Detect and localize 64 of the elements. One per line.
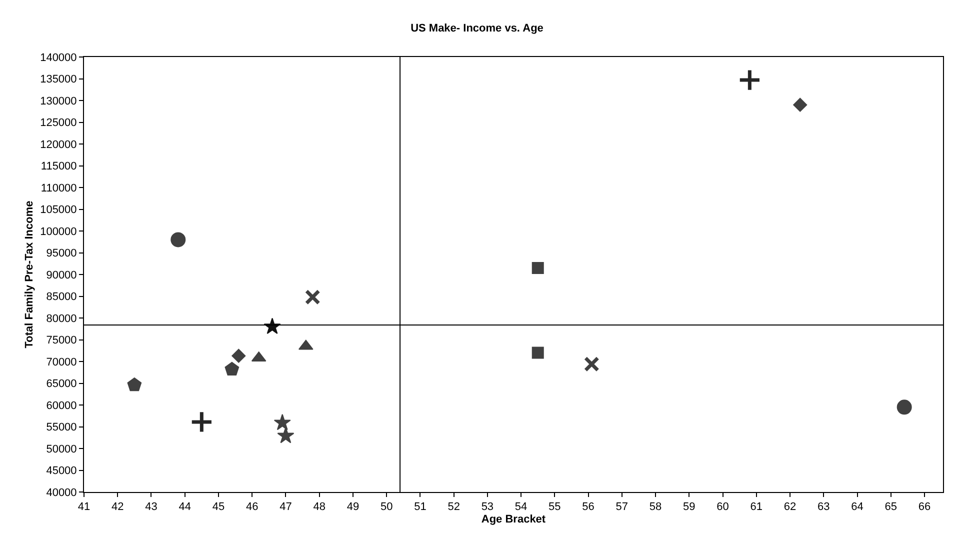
y-tick-label: 50000: [46, 443, 77, 456]
chart-title: US Make- Income vs. Age: [410, 22, 544, 35]
x-tick-label: 46: [246, 501, 258, 514]
point: [532, 346, 544, 359]
y-tick-label: 125000: [40, 117, 77, 130]
x-tick-label: 44: [178, 501, 191, 514]
x-tick-label: 56: [582, 501, 594, 514]
y-tick-label: 75000: [46, 334, 77, 347]
point: [304, 289, 320, 305]
x-tick-label: 49: [346, 501, 360, 514]
point: [170, 232, 186, 248]
x-tick-label: 50: [380, 501, 393, 514]
y-tick-label: 120000: [40, 138, 77, 151]
point: [584, 356, 600, 372]
y-tick-label: 85000: [46, 291, 77, 304]
y-tick-label: 60000: [46, 400, 77, 412]
x-tick-label: 41: [78, 501, 90, 514]
x-tick-label: 59: [683, 501, 696, 514]
y-tick-label: 95000: [46, 248, 77, 260]
x-tick-label: 45: [212, 501, 225, 514]
x-tick-label: 53: [481, 501, 494, 514]
x-tick-label: 47: [280, 501, 292, 514]
point: [274, 414, 291, 430]
y-tick-label: 130000: [40, 95, 77, 108]
x-tick-label: 61: [750, 501, 763, 514]
x-tick-label: 62: [784, 501, 796, 514]
x-tick-label: 65: [884, 501, 898, 514]
y-tick-label: 55000: [46, 422, 77, 434]
point: [532, 262, 544, 274]
y-tick-label: 110000: [40, 182, 77, 194]
point: [738, 68, 762, 92]
x-tick-label: 54: [514, 501, 528, 514]
y-tick-label: 45000: [46, 465, 77, 478]
x-tick-label: 57: [616, 501, 628, 514]
y-tick-label: 115000: [40, 160, 77, 173]
y-tick-label: 135000: [40, 74, 77, 86]
x-tick-label: 55: [548, 501, 561, 514]
point: [232, 348, 246, 363]
point: [896, 400, 912, 415]
y-tick-label: 80000: [46, 312, 77, 325]
x-tick-label: 63: [818, 501, 830, 514]
x-tick-label: 58: [649, 501, 662, 514]
x-tick-label: 60: [716, 501, 729, 514]
y-tick-label: 70000: [46, 356, 77, 368]
y-tick-label: 100000: [40, 226, 77, 238]
x-tick-label: 48: [313, 501, 326, 514]
x-tick-label: 43: [145, 501, 158, 514]
point: [793, 98, 808, 112]
x-tick-label: 51: [414, 501, 426, 514]
y-tick-label: 40000: [46, 486, 77, 499]
point: [277, 426, 294, 444]
x-axis-title: Age Bracket: [481, 513, 546, 526]
point: [224, 362, 240, 376]
x-tick-label: 64: [851, 501, 864, 514]
y-tick-label: 65000: [46, 378, 77, 390]
x-tick-label: 52: [448, 501, 460, 514]
point: [127, 377, 142, 392]
y-tick-label: 90000: [46, 269, 77, 282]
x-tick-label: 66: [918, 501, 931, 514]
x-tick-label: 42: [111, 501, 124, 514]
y-tick-label: 105000: [40, 204, 77, 216]
y-axis-title: Total Family Pre-Tax Income: [24, 200, 36, 348]
y-tick-label: 140000: [40, 52, 77, 64]
point: [190, 410, 214, 434]
